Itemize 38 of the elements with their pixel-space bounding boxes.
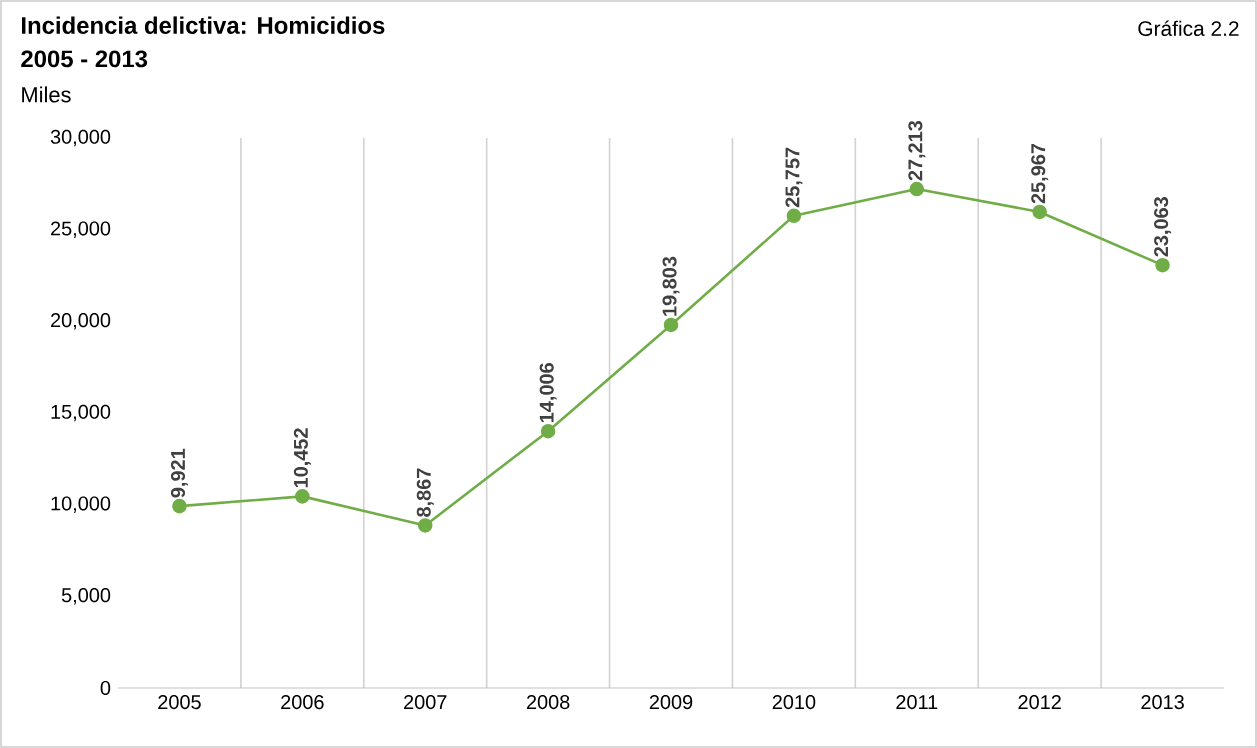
x-tick-label: 2008 — [526, 695, 570, 710]
x-tick-label: 2010 — [772, 695, 816, 710]
y-tick-label: 25,000 — [51, 221, 111, 238]
point — [540, 423, 556, 439]
x-tick-label: 2013 — [1141, 695, 1184, 710]
y-tick-label: 10,000 — [51, 496, 111, 513]
point — [663, 317, 679, 333]
y-tick-label: 30,000 — [50, 129, 111, 147]
y-tick-label: 5,000 — [61, 588, 111, 605]
point — [786, 208, 802, 224]
point — [909, 181, 925, 197]
x-tick-label: 2006 — [281, 695, 324, 710]
y-tick-label: 15,000 — [51, 404, 111, 422]
y-axis-title: Miles — [22, 86, 71, 103]
data-label: 10,452 — [293, 428, 311, 488]
data-label: 19,803 — [662, 256, 680, 316]
x-tick-label: 2011 — [896, 695, 938, 710]
data-label: 23,063 — [1154, 197, 1172, 257]
x-tick-label: 2009 — [649, 695, 693, 710]
data-label: 8,867 — [416, 468, 434, 517]
point — [295, 489, 310, 504]
point — [1032, 204, 1047, 220]
data-label: 14,006 — [539, 363, 557, 423]
x-tick-label: 2005 — [158, 695, 201, 710]
point — [417, 518, 433, 533]
x-tick-label: 2012 — [1018, 695, 1061, 710]
point — [1155, 257, 1170, 273]
chart-subtitle: 2005 - 2013 — [21, 50, 148, 68]
data-label: 25,967 — [1031, 143, 1049, 204]
point — [172, 498, 187, 514]
chart-title: Incidencia delictiva: Homicidios — [21, 16, 385, 34]
data-label: 27,213 — [908, 120, 926, 181]
y-tick-label: 20,000 — [51, 313, 111, 330]
text: Gráfica 2.2 — [1138, 20, 1239, 37]
data-label: 9,921 — [170, 448, 188, 498]
x-tick-label: 2007 — [404, 695, 447, 710]
y-tick-label: 0 — [100, 680, 111, 696]
data-label: 25,757 — [785, 147, 803, 208]
